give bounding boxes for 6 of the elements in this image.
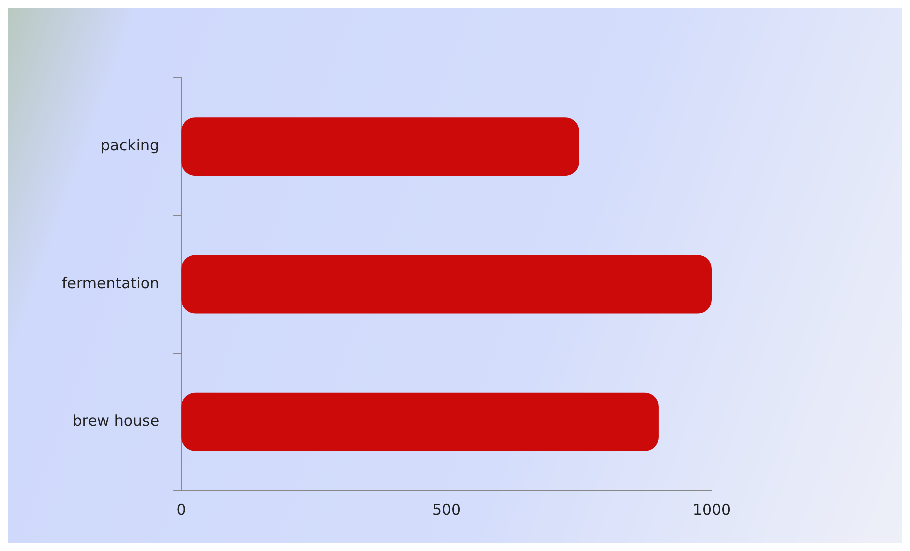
y-tick-label: packing [100,136,160,155]
x-tick-label: 500 [432,500,462,519]
x-tick-label: 1000 [692,500,732,519]
x-tick-label: 0 [176,500,186,519]
y-tick-label: fermentation [62,274,160,292]
y-tick-label: brew house [72,412,160,430]
